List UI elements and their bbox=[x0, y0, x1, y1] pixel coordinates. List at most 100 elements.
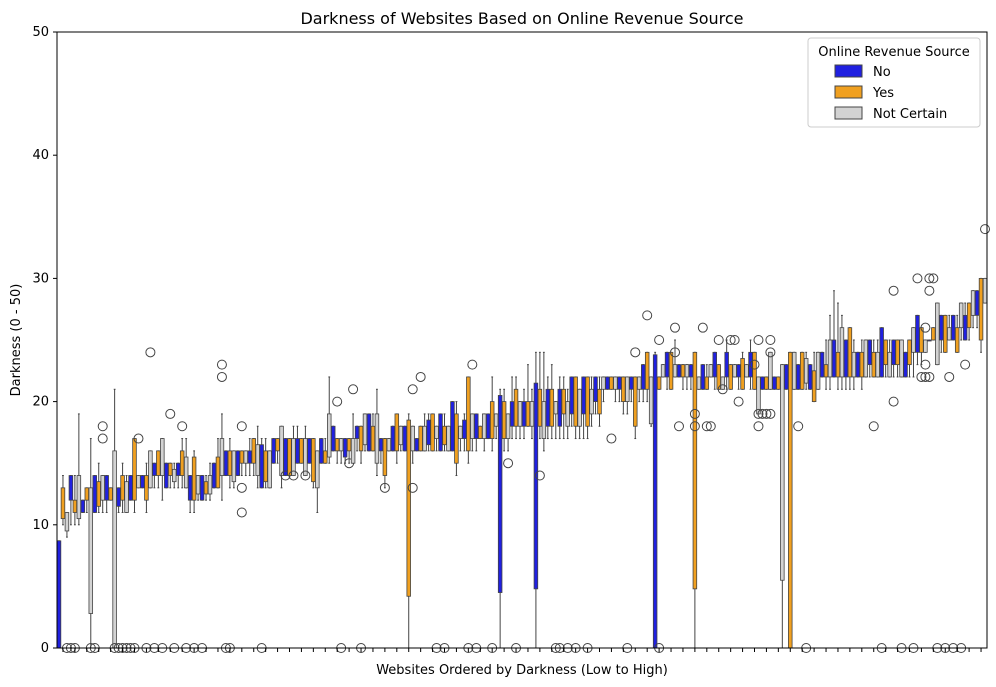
box-body bbox=[470, 413, 475, 439]
box-body bbox=[807, 364, 813, 390]
box-no bbox=[688, 364, 694, 390]
box-not-certain bbox=[109, 388, 120, 653]
box-not-certain bbox=[327, 376, 332, 464]
box-body bbox=[223, 450, 229, 476]
box-body bbox=[585, 376, 590, 427]
box-body bbox=[748, 351, 753, 378]
outlier-point bbox=[145, 347, 156, 358]
box-no bbox=[307, 438, 312, 464]
box-body bbox=[319, 438, 324, 464]
box-body bbox=[835, 351, 841, 378]
box-body bbox=[565, 401, 570, 427]
box-yes bbox=[740, 351, 745, 390]
box-body bbox=[370, 425, 376, 452]
box-no bbox=[640, 364, 646, 403]
outlier-point bbox=[606, 433, 617, 444]
box-body bbox=[803, 358, 809, 384]
box-not-certain bbox=[613, 376, 618, 403]
box-body bbox=[613, 376, 618, 390]
y-tick-label: 40 bbox=[32, 148, 49, 163]
box-body bbox=[549, 388, 555, 427]
box-yes bbox=[701, 364, 712, 432]
box-body bbox=[724, 351, 729, 378]
box-no bbox=[757, 376, 768, 419]
box-no bbox=[295, 425, 300, 464]
box-yes bbox=[978, 277, 984, 353]
x-axis-label: Websites Ordered by Darkness (Low to Hig… bbox=[376, 663, 668, 678]
box-body bbox=[56, 540, 62, 649]
box-no bbox=[220, 450, 231, 653]
box-body bbox=[454, 413, 459, 464]
box-no bbox=[319, 438, 324, 464]
box-yes bbox=[966, 302, 972, 341]
box-not-certain bbox=[348, 384, 359, 464]
box-yes bbox=[847, 327, 853, 390]
box-yes bbox=[749, 351, 760, 390]
box-body bbox=[219, 438, 225, 476]
box-body bbox=[720, 376, 725, 390]
box-body bbox=[927, 339, 932, 342]
box-body bbox=[450, 401, 455, 452]
box-body bbox=[478, 425, 483, 439]
box-body bbox=[442, 425, 447, 446]
box-body bbox=[581, 376, 586, 415]
box-yes bbox=[680, 364, 686, 390]
outlier-point bbox=[793, 421, 804, 432]
box-body bbox=[732, 364, 737, 378]
box-body bbox=[625, 376, 630, 402]
box-body bbox=[446, 425, 451, 452]
outlier-point bbox=[379, 482, 390, 493]
y-tick-label: 30 bbox=[32, 271, 49, 286]
box-body bbox=[605, 376, 610, 390]
box-no bbox=[271, 438, 276, 464]
box-yes bbox=[954, 314, 960, 353]
box-body bbox=[792, 351, 797, 390]
outlier-point bbox=[689, 408, 700, 419]
box-body bbox=[756, 376, 761, 415]
box-body bbox=[537, 388, 543, 427]
box-body bbox=[474, 413, 479, 439]
y-tick-label: 10 bbox=[32, 518, 49, 533]
box-no bbox=[330, 425, 336, 452]
box-body bbox=[187, 475, 193, 501]
box-yes bbox=[534, 351, 545, 481]
box-not-certain bbox=[386, 438, 392, 452]
box-not-certain bbox=[493, 413, 499, 440]
outlier-point bbox=[407, 482, 418, 493]
box-body bbox=[104, 475, 109, 501]
box-body bbox=[931, 327, 936, 341]
box-yes bbox=[251, 438, 256, 477]
box-body bbox=[215, 456, 221, 489]
box-body bbox=[644, 351, 650, 390]
box-body bbox=[64, 512, 70, 532]
box-no bbox=[867, 339, 872, 378]
box-yes bbox=[478, 425, 483, 440]
box-body bbox=[855, 351, 861, 378]
box-body bbox=[923, 339, 928, 353]
outlier-point bbox=[236, 507, 247, 518]
box-body bbox=[493, 413, 499, 427]
box-body bbox=[601, 376, 606, 390]
box-body bbox=[819, 351, 825, 378]
box-not-certain bbox=[255, 425, 260, 489]
box-no bbox=[471, 413, 482, 653]
box-yes bbox=[549, 364, 555, 440]
box-body bbox=[847, 327, 853, 378]
box-body bbox=[462, 419, 467, 439]
box-body bbox=[406, 419, 411, 597]
box-yes bbox=[60, 475, 66, 526]
box-body bbox=[700, 364, 706, 390]
box-not-certain bbox=[336, 438, 347, 653]
box-body bbox=[108, 487, 113, 501]
box-body bbox=[943, 314, 948, 353]
outlier-point bbox=[332, 396, 343, 407]
box-not-certain bbox=[744, 364, 749, 378]
box-body bbox=[422, 425, 427, 452]
box-body bbox=[557, 388, 562, 427]
box-yes bbox=[108, 487, 113, 501]
box-body bbox=[740, 358, 745, 390]
box-body bbox=[92, 475, 97, 513]
outlier-point bbox=[670, 347, 681, 358]
box-not-certain bbox=[169, 462, 180, 653]
box-body bbox=[652, 354, 658, 649]
